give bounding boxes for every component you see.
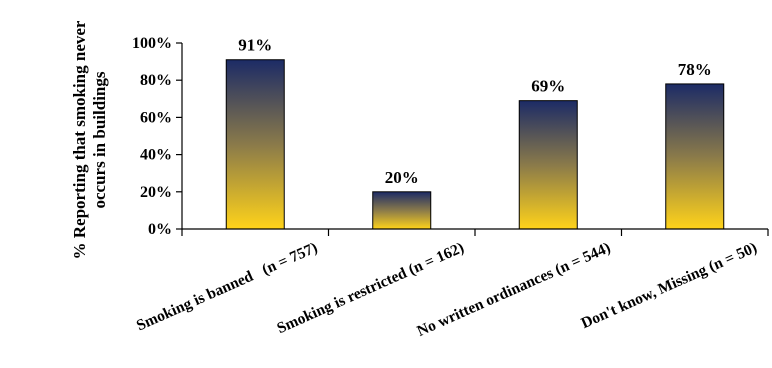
y-axis-title: % Reporting that smoking never occurs in… bbox=[70, 20, 109, 259]
y-axis: 0% 20% 40% 60% 80% 100% bbox=[132, 35, 183, 238]
y-tick-label: 20% bbox=[140, 184, 172, 201]
y-tick-label: 40% bbox=[140, 147, 172, 164]
category-labels-group: Smoking is banned (n = 757)Smoking is re… bbox=[134, 239, 760, 340]
bar-value-label: 20% bbox=[385, 168, 419, 187]
bar bbox=[665, 83, 725, 230]
data-labels-group: 91% 20% 69% 78% bbox=[238, 36, 712, 187]
y-axis-title-line-2: occurs in buildings bbox=[90, 71, 109, 208]
bar bbox=[518, 100, 578, 230]
bar-value-label: 91% bbox=[238, 36, 272, 55]
bar bbox=[372, 191, 432, 230]
x-axis bbox=[181, 228, 769, 236]
y-axis-title-line-1: % Reporting that smoking never bbox=[70, 20, 89, 259]
y-tick-label: 60% bbox=[140, 109, 172, 126]
y-tick-label: 100% bbox=[132, 35, 172, 52]
bars-group bbox=[225, 59, 725, 230]
bar-value-label: 69% bbox=[531, 77, 565, 96]
y-tick-label: 80% bbox=[140, 72, 172, 89]
bar bbox=[225, 59, 285, 230]
y-tick-label: 0% bbox=[148, 221, 172, 238]
bar-value-label: 78% bbox=[678, 60, 712, 79]
